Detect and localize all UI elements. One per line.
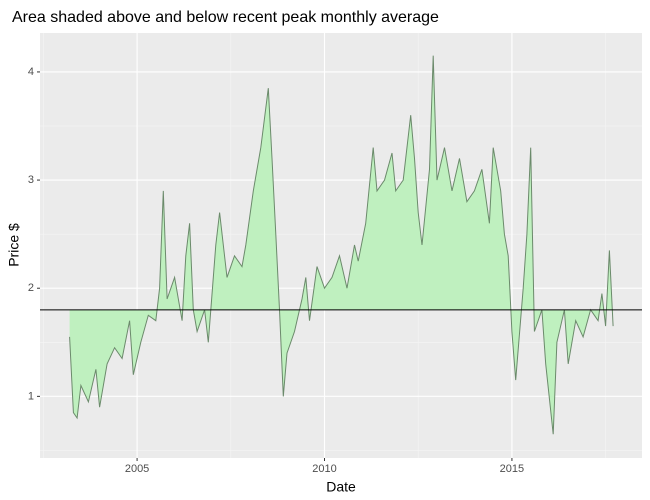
chart-title: Area shaded above and below recent peak … [12, 9, 439, 26]
x-tick-label: 2015 [500, 463, 524, 475]
price-line [69, 55, 614, 435]
y-tick-label: 1 [28, 390, 34, 402]
x-tick-label: 2005 [125, 463, 149, 475]
shaded-area [69, 55, 614, 435]
y-tick-label: 2 [28, 282, 34, 294]
panel [40, 33, 642, 458]
x-axis-title: Date [326, 479, 356, 495]
y-tick-label: 4 [28, 66, 34, 78]
x-tick-label: 2010 [312, 463, 336, 475]
y-tick-label: 3 [28, 174, 34, 186]
y-axis-title: Price $ [6, 223, 22, 267]
